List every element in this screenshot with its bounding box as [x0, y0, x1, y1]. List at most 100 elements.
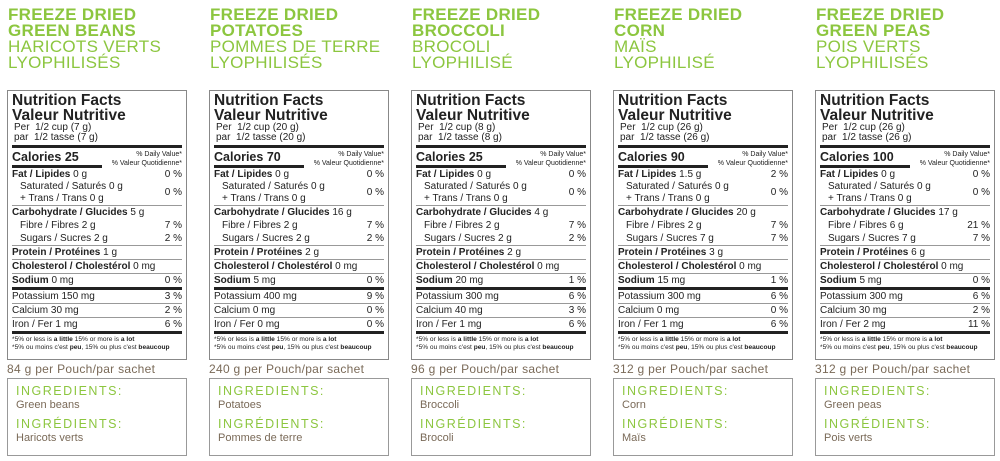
- nf-heading-fr: Valeur Nutritive: [12, 107, 126, 124]
- title-en-line: FREEZE DRIED: [412, 5, 541, 24]
- nf-heading-fr: Valeur Nutritive: [416, 107, 530, 124]
- title-en-line: FREEZE DRIED: [816, 5, 945, 24]
- potassium-row: Potassium 150 mg 3 %: [12, 291, 182, 302]
- protein-row: Protein / Protéines 3 g: [618, 247, 724, 258]
- product-title: FREEZE DRIED GREEN BEANS HARICOTS VERTS …: [8, 5, 161, 72]
- title-en-line: FREEZE DRIED: [8, 5, 137, 24]
- serving-fr: par 1/2 tasse (8 g): [418, 132, 502, 143]
- nf-heading-en: Nutrition Facts: [820, 92, 930, 109]
- potassium-row: Potassium 300 mg 6 %: [618, 291, 788, 302]
- product-panel: FREEZE DRIED CORN MAÏS LYOPHILISÉ Nutrit…: [613, 0, 803, 461]
- potassium-row: Potassium 300 mg 6 %: [416, 291, 586, 302]
- pouch-weight: 96 g per Pouch/par sachet: [411, 362, 560, 376]
- ingredients-heading-fr: INGRÉDIENTS:: [420, 417, 527, 431]
- ingredients-heading-en: INGREDIENTS:: [824, 384, 931, 398]
- title-en-line: BROCCOLI: [412, 21, 506, 40]
- cholesterol-row: Cholesterol / Cholestérol 0 mg: [618, 261, 762, 272]
- ingredients-en: Green peas: [824, 399, 882, 411]
- calcium-row: Calcium 40 mg 3 %: [416, 305, 586, 316]
- footnote-fr: *5% ou moins c'est peu, 15% ou plus c'es…: [416, 344, 574, 351]
- calories-row: Calories 25 % Daily Value*% Valeur Quoti…: [416, 150, 586, 168]
- footnote-fr: *5% ou moins c'est peu, 15% ou plus c'es…: [12, 344, 170, 351]
- sat-trans-row: Saturated / Saturés 0 g + Trans / Trans 0…: [20, 181, 182, 204]
- cholesterol-row: Cholesterol / Cholestérol 0 mg: [820, 261, 964, 272]
- calcium-row: Calcium 0 mg 0 %: [618, 305, 788, 316]
- divider: [12, 145, 182, 148]
- carb-row: Carbohydrate / Glucides 20 g: [618, 207, 756, 218]
- title-fr-line: BROCOLI: [412, 37, 491, 56]
- ingredients-box: INGREDIENTS: Green beans INGRÉDIENTS: Ha…: [7, 378, 187, 456]
- title-en-line: POTATOES: [210, 21, 304, 40]
- calories-row: Calories 70 % Daily Value*% Valeur Quoti…: [214, 150, 384, 168]
- sat-trans-row: Saturated / Saturés 0 g + Trans / Trans 0…: [424, 181, 586, 204]
- calcium-row: Calcium 0 mg 0 %: [214, 305, 384, 316]
- title-fr-line: LYOPHILISÉS: [8, 53, 121, 72]
- sat-trans-row: Saturated / Saturés 0 g + Trans / Trans 0…: [222, 181, 384, 204]
- carb-row: Carbohydrate / Glucides 5 g: [12, 207, 145, 218]
- protein-row: Protein / Protéines 1 g: [12, 247, 118, 258]
- iron-row: Iron / Fer 1 mg 6 %: [618, 319, 788, 330]
- title-fr-line: LYOPHILISÉS: [816, 53, 929, 72]
- product-panel: FREEZE DRIED GREEN BEANS HARICOTS VERTS …: [7, 0, 197, 461]
- footnote-en: *5% or less is a little 15% or more is a…: [214, 336, 337, 343]
- product-panel: FREEZE DRIED POTATOES POMMES DE TERRE LY…: [209, 0, 399, 461]
- calories-row: Calories 25 % Daily Value*% Valeur Quoti…: [12, 150, 182, 168]
- ingredients-box: INGREDIENTS: Corn INGRÉDIENTS: Maïs: [613, 378, 793, 456]
- cholesterol-row: Cholesterol / Cholestérol 0 mg: [214, 261, 358, 272]
- title-en-line: GREEN PEAS: [816, 21, 931, 40]
- nutrition-facts-table: Nutrition Facts Valeur Nutritive Per 1/2…: [613, 90, 793, 360]
- ingredients-en: Corn: [622, 399, 646, 411]
- calories-row: Calories 100 % Daily Value*% Valeur Quot…: [820, 150, 990, 168]
- footnote-en: *5% or less is a little 15% or more is a…: [820, 336, 943, 343]
- ingredients-heading-en: INGREDIENTS:: [16, 384, 123, 398]
- serving-fr: par 1/2 tasse (26 g): [620, 132, 710, 143]
- ingredients-heading-en: INGREDIENTS:: [420, 384, 527, 398]
- title-fr-line: LYOPHILISÉS: [210, 53, 323, 72]
- serving-en: Per 1/2 cup (8 g): [418, 122, 496, 133]
- pouch-weight: 312 g per Pouch/par sachet: [613, 362, 769, 376]
- ingredients-heading-en: INGREDIENTS:: [622, 384, 729, 398]
- ingredients-box: INGREDIENTS: Potatoes INGRÉDIENTS: Pomme…: [209, 378, 389, 456]
- ingredients-fr: Pois verts: [824, 432, 873, 444]
- footnote-en: *5% or less is a little 15% or more is a…: [12, 336, 135, 343]
- divider: [214, 145, 384, 148]
- iron-row: Iron / Fer 2 mg 11 %: [820, 319, 990, 330]
- ingredients-heading-en: INGREDIENTS:: [218, 384, 325, 398]
- sodium-row: Sodium 5 mg 0 %: [214, 275, 384, 286]
- ingredients-heading-fr: INGRÉDIENTS:: [16, 417, 123, 431]
- divider: [820, 145, 990, 148]
- nf-heading-en: Nutrition Facts: [618, 92, 728, 109]
- ingredients-box: INGREDIENTS: Broccoli INGRÉDIENTS: Broco…: [411, 378, 591, 456]
- pouch-weight: 84 g per Pouch/par sachet: [7, 362, 156, 376]
- serving-fr: par 1/2 tasse (20 g): [216, 132, 306, 143]
- nutrition-facts-table: Nutrition Facts Valeur Nutritive Per 1/2…: [411, 90, 591, 360]
- footnote-fr: *5% ou moins c'est peu, 15% ou plus c'es…: [618, 344, 776, 351]
- calcium-row: Calcium 30 mg 2 %: [12, 305, 182, 316]
- product-panel: FREEZE DRIED GREEN PEAS POIS VERTS LYOPH…: [815, 0, 1000, 461]
- title-fr-line: LYOPHILISÉ: [614, 53, 715, 72]
- sat-trans-row: Saturated / Saturés 0 g + Trans / Trans 0…: [828, 181, 990, 204]
- title-fr-line: LYOPHILISÉ: [412, 53, 513, 72]
- ingredients-heading-fr: INGRÉDIENTS:: [218, 417, 325, 431]
- cholesterol-row: Cholesterol / Cholestérol 0 mg: [12, 261, 156, 272]
- title-en-line: CORN: [614, 21, 666, 40]
- potassium-row: Potassium 300 mg 6 %: [820, 291, 990, 302]
- divider: [618, 145, 788, 148]
- calcium-row: Calcium 30 mg 2 %: [820, 305, 990, 316]
- calories-row: Calories 90 % Daily Value*% Valeur Quoti…: [618, 150, 788, 168]
- carb-row: Carbohydrate / Glucides 17 g: [820, 207, 958, 218]
- nf-heading-fr: Valeur Nutritive: [820, 107, 934, 124]
- serving-en: Per 1/2 cup (26 g): [822, 122, 905, 133]
- sat-trans-row: Saturated / Saturés 0 g + Trans / Trans 0…: [626, 181, 788, 204]
- protein-row: Protein / Protéines 2 g: [214, 247, 320, 258]
- serving-en: Per 1/2 cup (26 g): [620, 122, 703, 133]
- product-panel: FREEZE DRIED BROCCOLI BROCOLI LYOPHILISÉ…: [411, 0, 601, 461]
- ingredients-en: Potatoes: [218, 399, 262, 411]
- sodium-row: Sodium 5 mg 0 %: [820, 275, 990, 286]
